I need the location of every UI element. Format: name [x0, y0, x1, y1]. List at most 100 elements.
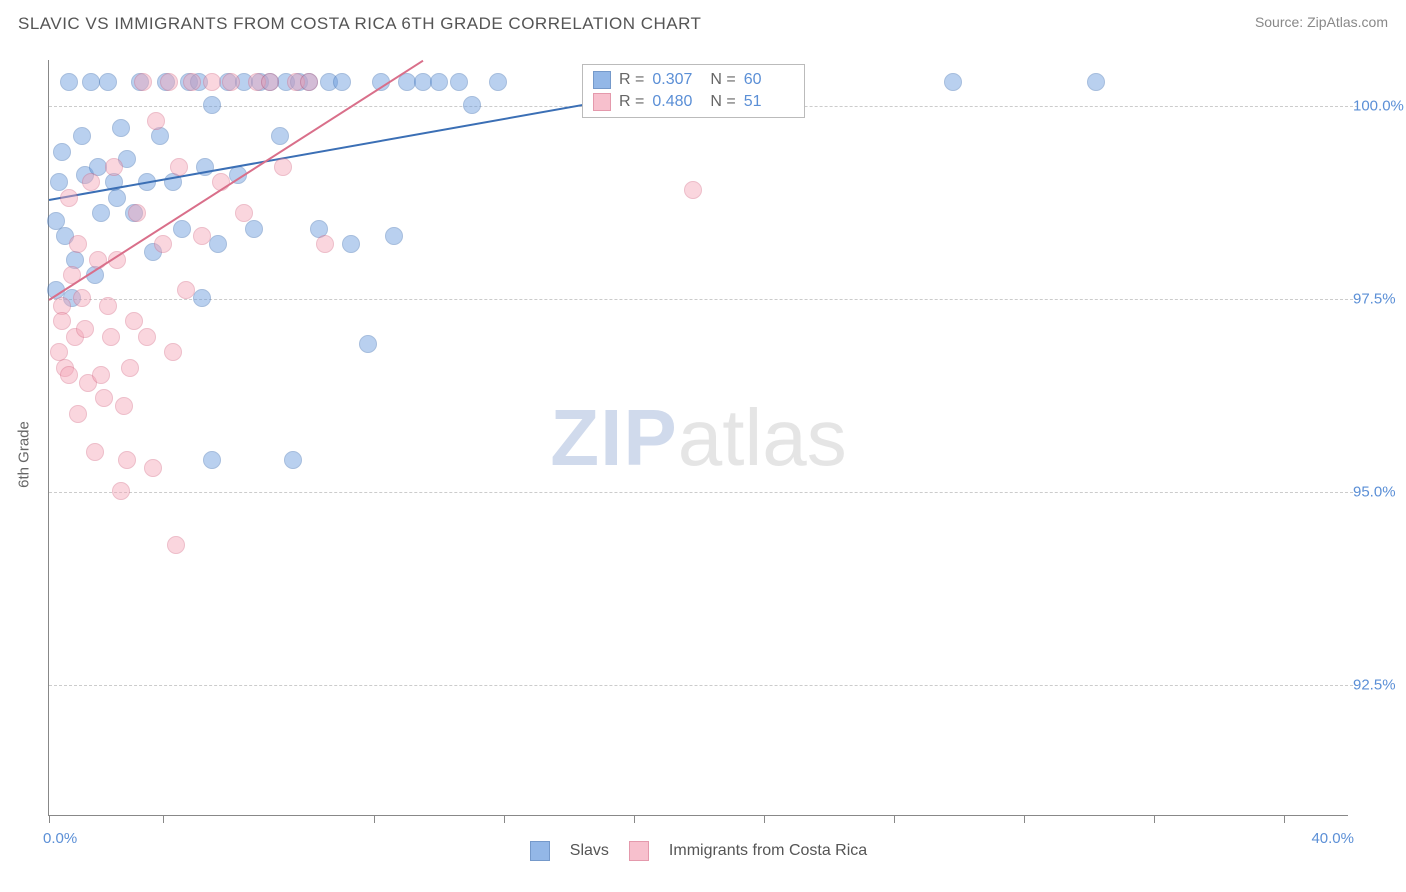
scatter-point [60, 73, 78, 91]
scatter-point [385, 227, 403, 245]
stats-box: R =0.307N =60R =0.480N =51 [582, 64, 805, 118]
x-tick [764, 815, 765, 823]
x-tick [1024, 815, 1025, 823]
scatter-point [112, 482, 130, 500]
scatter-point [53, 312, 71, 330]
scatter-point [359, 335, 377, 353]
scatter-point [112, 119, 130, 137]
scatter-point [164, 343, 182, 361]
scatter-point [151, 127, 169, 145]
scatter-point [105, 158, 123, 176]
scatter-point [489, 73, 507, 91]
scatter-point [125, 312, 143, 330]
scatter-point [222, 73, 240, 91]
scatter-point [300, 73, 318, 91]
scatter-point [245, 220, 263, 238]
chart-title: SLAVIC VS IMMIGRANTS FROM COSTA RICA 6TH… [18, 14, 701, 33]
scatter-point [203, 73, 221, 91]
chart-source: Source: ZipAtlas.com [1255, 14, 1388, 30]
y-tick-label: 100.0% [1353, 98, 1406, 115]
scatter-point [86, 443, 104, 461]
stats-r-value: 0.480 [652, 93, 702, 111]
scatter-point [92, 204, 110, 222]
scatter-plot-area: ZIPatlas 0.0% 40.0% Slavs Immigrants fro… [48, 60, 1348, 816]
scatter-point [177, 281, 195, 299]
stats-swatch [593, 71, 611, 89]
scatter-point [463, 96, 481, 114]
scatter-point [173, 220, 191, 238]
stats-n-value: 51 [744, 93, 794, 111]
scatter-point [193, 227, 211, 245]
scatter-point [99, 297, 117, 315]
x-tick [894, 815, 895, 823]
watermark-part2: atlas [678, 393, 847, 482]
scatter-point [138, 328, 156, 346]
legend-label-slavs: Slavs [570, 842, 609, 860]
gridline [49, 492, 1358, 493]
scatter-point [684, 181, 702, 199]
scatter-point [316, 235, 334, 253]
x-tick [1154, 815, 1155, 823]
stats-row: R =0.307N =60 [593, 69, 794, 91]
scatter-point [134, 73, 152, 91]
y-tick-label: 95.0% [1353, 484, 1406, 501]
scatter-point [271, 127, 289, 145]
stats-r-label: R = [619, 93, 644, 111]
scatter-point [95, 389, 113, 407]
x-tick [163, 815, 164, 823]
scatter-point [73, 127, 91, 145]
scatter-point [102, 328, 120, 346]
scatter-point [73, 289, 91, 307]
x-tick [504, 815, 505, 823]
stats-row: R =0.480N =51 [593, 91, 794, 113]
scatter-point [203, 451, 221, 469]
scatter-point [193, 289, 211, 307]
scatter-point [342, 235, 360, 253]
scatter-point [167, 536, 185, 554]
scatter-point [53, 143, 71, 161]
scatter-point [60, 189, 78, 207]
scatter-point [76, 320, 94, 338]
scatter-point [108, 189, 126, 207]
scatter-point [160, 73, 178, 91]
scatter-point [154, 235, 172, 253]
y-tick-label: 97.5% [1353, 291, 1406, 308]
scatter-point [69, 235, 87, 253]
scatter-point [118, 451, 136, 469]
scatter-point [47, 212, 65, 230]
stats-r-label: R = [619, 71, 644, 89]
scatter-point [203, 96, 221, 114]
stats-r-value: 0.307 [652, 71, 702, 89]
legend-swatch-costarica [629, 841, 649, 861]
scatter-point [92, 366, 110, 384]
scatter-point [115, 397, 133, 415]
stats-n-value: 60 [744, 71, 794, 89]
scatter-point [170, 158, 188, 176]
x-tick [374, 815, 375, 823]
scatter-point [430, 73, 448, 91]
scatter-point [144, 459, 162, 477]
scatter-point [121, 359, 139, 377]
scatter-point [147, 112, 165, 130]
scatter-point [183, 73, 201, 91]
gridline [49, 685, 1358, 686]
watermark: ZIPatlas [550, 392, 846, 484]
x-tick [634, 815, 635, 823]
scatter-point [274, 158, 292, 176]
chart-header: SLAVIC VS IMMIGRANTS FROM COSTA RICA 6TH… [0, 0, 1406, 50]
gridline [49, 299, 1358, 300]
chart-legend: Slavs Immigrants from Costa Rica [49, 841, 1348, 861]
scatter-point [235, 204, 253, 222]
scatter-point [82, 173, 100, 191]
y-tick-label: 92.5% [1353, 676, 1406, 693]
scatter-point [261, 73, 279, 91]
legend-swatch-slavs [530, 841, 550, 861]
scatter-point [99, 73, 117, 91]
scatter-point [69, 405, 87, 423]
scatter-point [1087, 73, 1105, 91]
y-axis-label: 6th Grade [16, 421, 33, 488]
scatter-point [284, 451, 302, 469]
stats-swatch [593, 93, 611, 111]
scatter-point [944, 73, 962, 91]
x-tick [1284, 815, 1285, 823]
